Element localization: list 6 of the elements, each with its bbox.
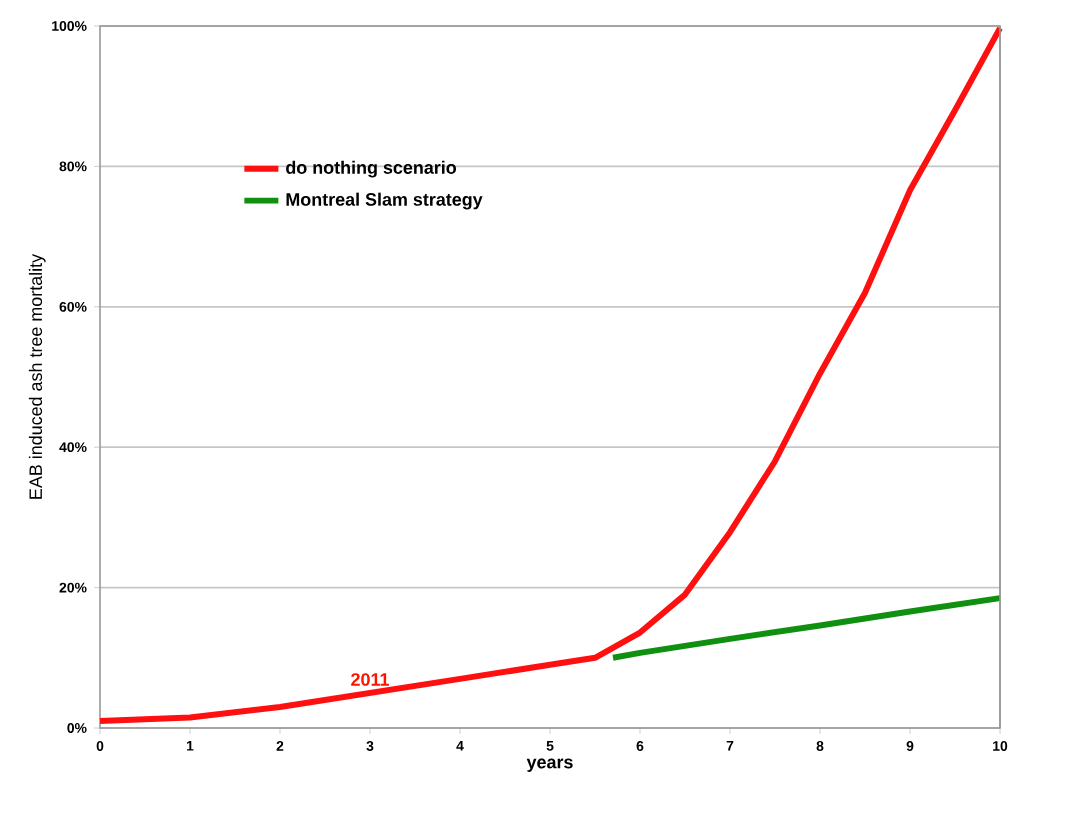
x-axis-title: years <box>526 758 573 772</box>
legend-label: Montreal Slam strategy <box>286 192 483 210</box>
y-axis-title: EAB induced ash tree mortality <box>28 253 46 499</box>
line-series <box>610 595 1003 661</box>
legend-label: do nothing scenario <box>286 160 457 178</box>
annotation: 2011 <box>351 673 389 686</box>
